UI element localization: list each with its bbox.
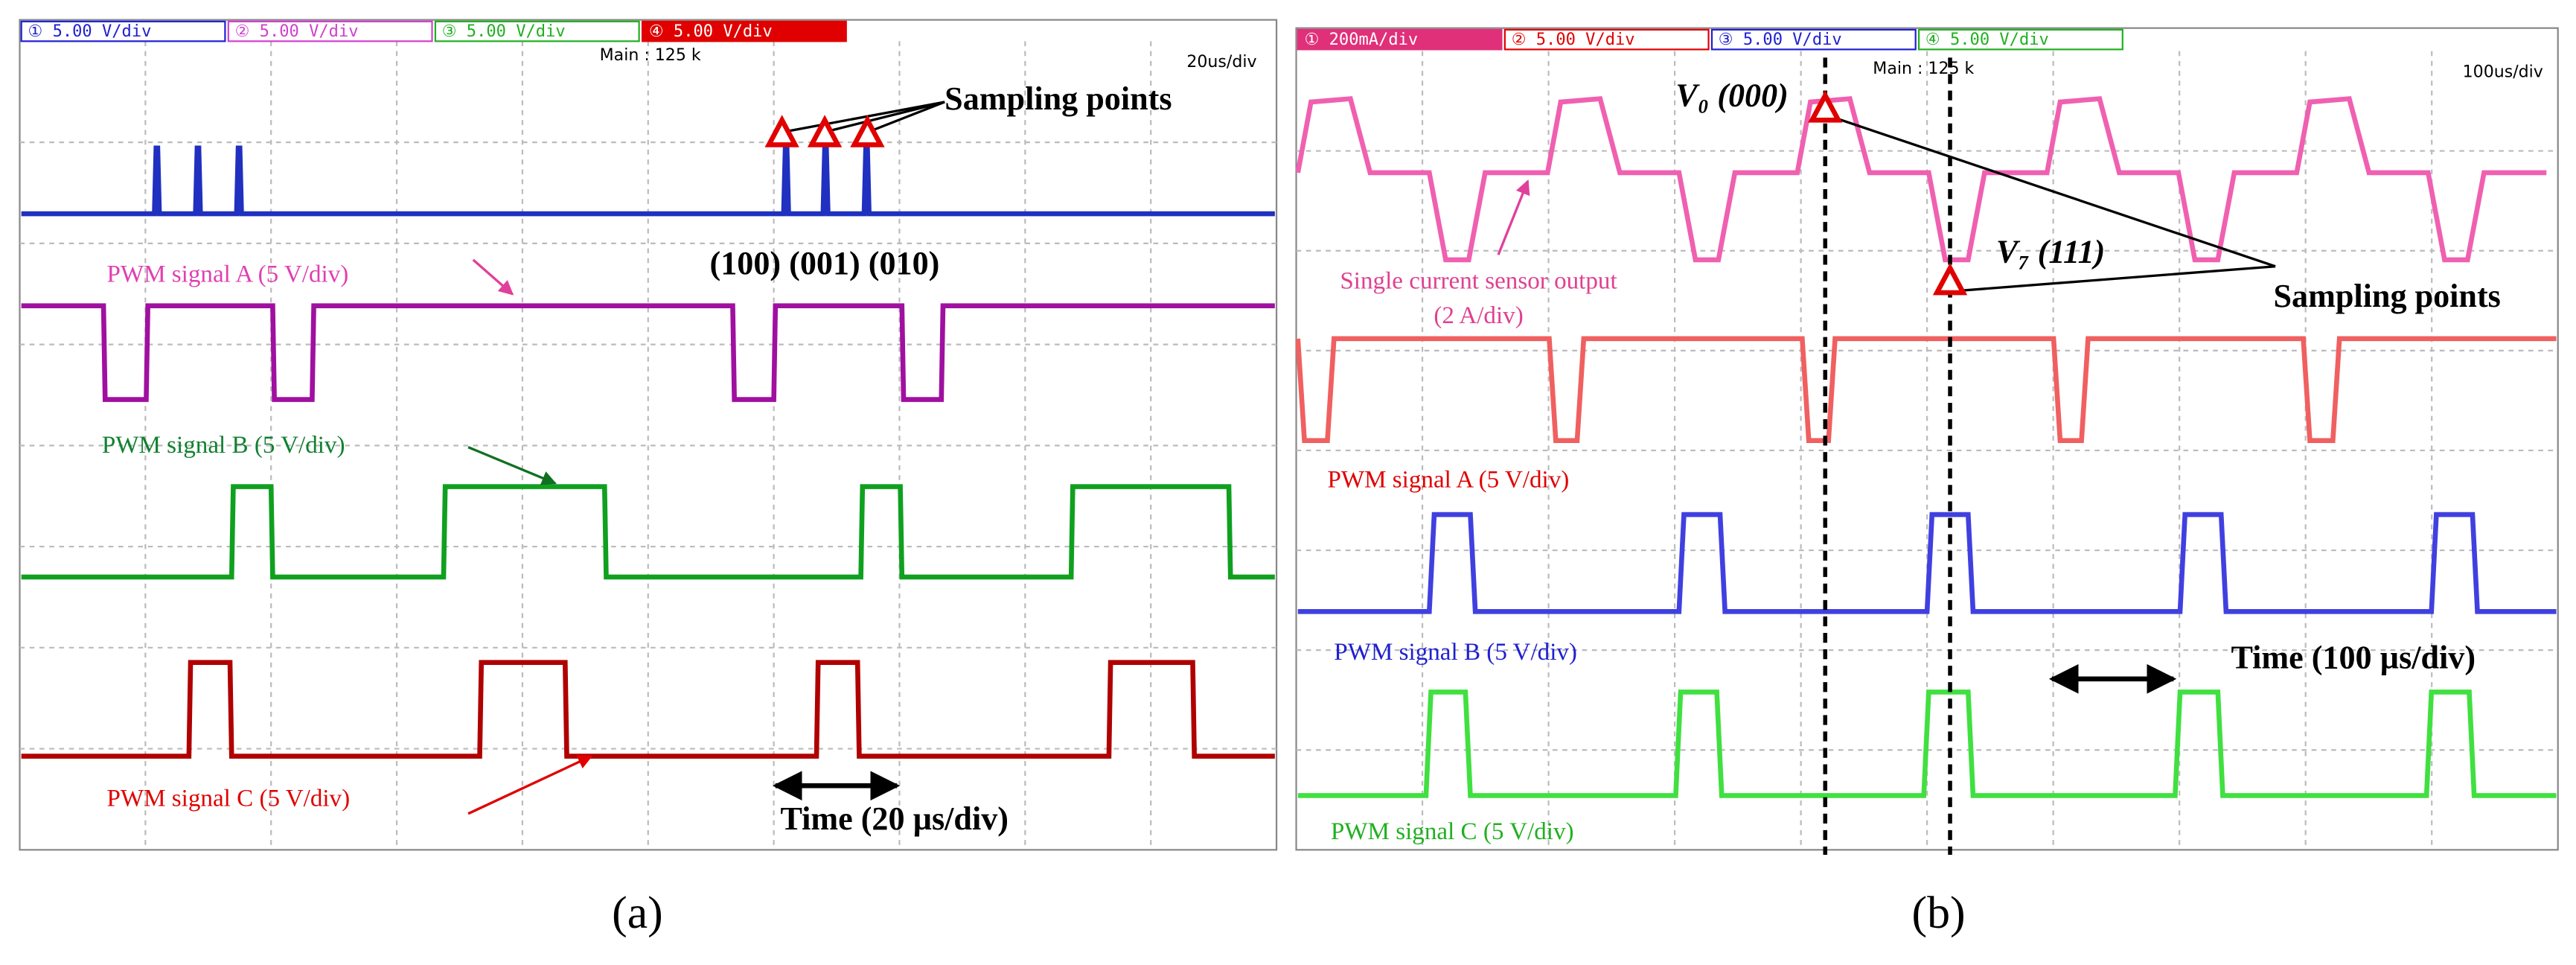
caption: (a)	[612, 888, 663, 938]
waveform	[1295, 336, 2557, 444]
sampling-label: Sampling points	[2273, 278, 2500, 314]
waveform	[1295, 96, 2547, 263]
pwm-b-label: PWM signal B (5 V/div)	[1334, 639, 1577, 666]
sample-marker	[764, 115, 799, 147]
arrow	[467, 755, 593, 815]
pointer	[1955, 265, 2276, 293]
channel-box	[1917, 28, 2123, 51]
channel-label: ② 5.00 V/div	[1512, 31, 1635, 49]
channel-label: ① 200mA/div	[1305, 31, 1419, 49]
channel-label: ④ 5.00 V/div	[649, 22, 773, 41]
grid	[19, 41, 2558, 850]
timebase: 20us/div	[1186, 53, 1256, 71]
vector-label: (100) (001) (010)	[710, 245, 940, 281]
pwm-c-label: PWM signal C (5 V/div)	[1331, 818, 1574, 845]
channel-box	[1503, 28, 1710, 51]
v0-label: V₀ (000)	[1675, 77, 1788, 114]
pwm-a-label: PWM signal A (5 V/div)	[1327, 466, 1569, 493]
channel-label: ② 5.00 V/div	[235, 22, 359, 41]
arrow	[472, 258, 514, 296]
v7-label: V₇ (111)	[1996, 233, 2106, 270]
channel-label: ③ 5.00 V/div	[442, 22, 566, 41]
channel-box	[227, 20, 433, 42]
waveform	[21, 145, 1275, 217]
waveform	[21, 303, 1275, 402]
channel-label: ① 5.00 V/div	[28, 22, 152, 41]
timebase: 100us/div	[2463, 63, 2543, 81]
sample-marker	[1932, 262, 1968, 296]
waveform	[1297, 512, 2557, 614]
waveform	[21, 660, 1275, 759]
pointer	[784, 101, 945, 133]
channel-label: ③ 5.00 V/div	[1719, 31, 1842, 49]
sample-marker	[807, 115, 843, 147]
pointer	[825, 101, 945, 133]
pwm-a-label: PWM signal A (5 V/div)	[106, 261, 348, 288]
main-label: Main : 125 k	[1873, 60, 1974, 78]
channel-label: ④ 5.00 V/div	[1925, 31, 2049, 49]
channel-box	[20, 20, 226, 42]
arrow	[467, 446, 557, 485]
caption: (b)	[1912, 888, 1966, 938]
sensor-label: Single current sensor output	[1340, 267, 1617, 294]
pointer	[869, 101, 945, 133]
sampling-label: Sampling points	[945, 80, 1172, 117]
arrow	[1497, 179, 1530, 255]
channel-box	[1710, 28, 1917, 51]
pwm-b-label: PWM signal B (5 V/div)	[102, 432, 345, 459]
channel-box	[641, 20, 847, 42]
annotations	[467, 57, 2276, 855]
waveform	[21, 484, 1275, 580]
sample-marker	[1808, 90, 1843, 123]
channel-box	[1297, 28, 1503, 51]
headers: ① 5.00 V/div ② 5.00 V/div ③ 5.00 V/div ④ 5.…	[20, 20, 2123, 51]
sample-marker	[850, 115, 885, 147]
main-label: Main : 125 k	[600, 46, 701, 65]
time-label: Time (20 µs/div)	[780, 800, 1009, 837]
channel-box	[434, 20, 640, 42]
time-label: Time (100 µs/div)	[2231, 640, 2476, 676]
pointer	[1826, 114, 2276, 268]
sensor-scale: (2 A/div)	[1434, 302, 1523, 329]
pwm-c-label: PWM signal C (5 V/div)	[106, 786, 350, 812]
